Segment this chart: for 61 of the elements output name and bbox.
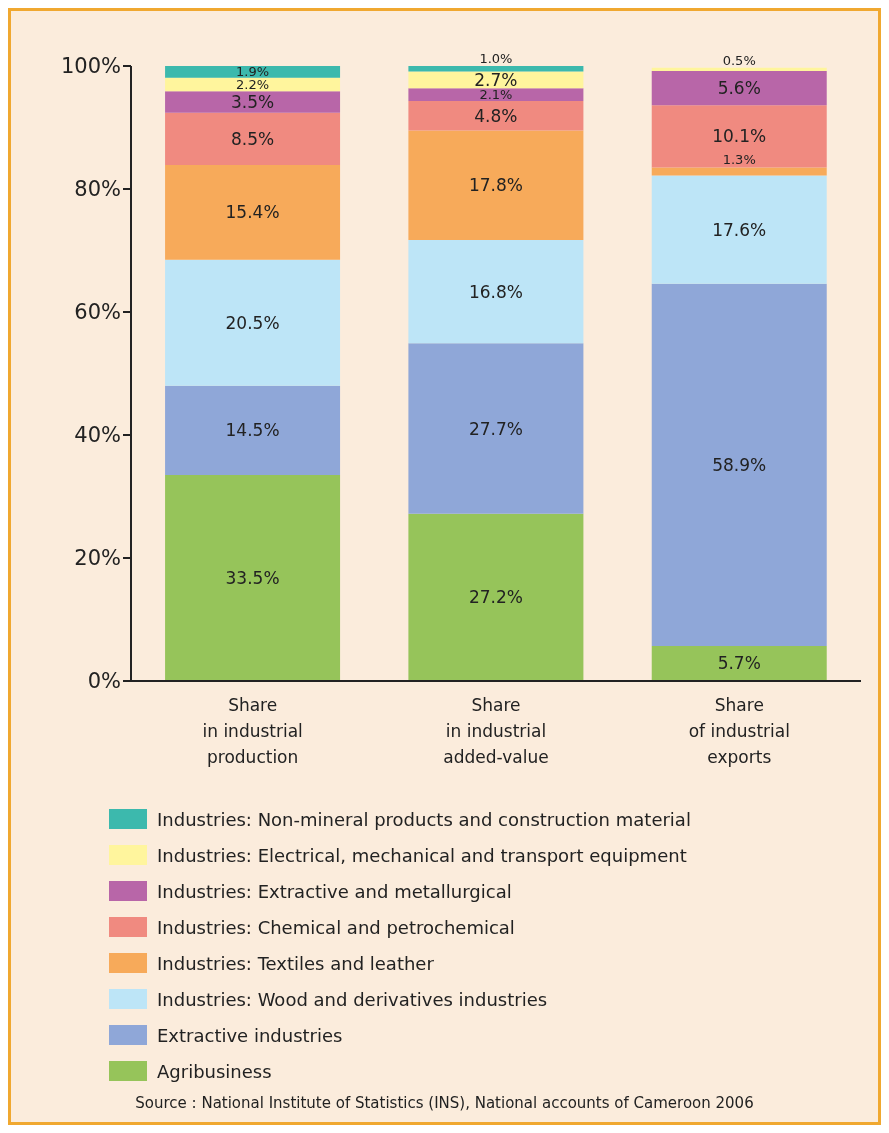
y-tick-label: 80% bbox=[74, 177, 121, 202]
bar bbox=[408, 66, 584, 72]
y-tick-label: 20% bbox=[74, 546, 121, 571]
legend-label: Industries: Non-mineral products and construction material bbox=[157, 808, 691, 830]
data-label: 3.5% bbox=[230, 91, 275, 112]
data-label: 10.1% bbox=[712, 126, 767, 147]
data-label: 20.5% bbox=[225, 312, 280, 333]
bar bbox=[651, 645, 827, 681]
legend-label: Industries: Textiles and leather bbox=[157, 952, 434, 974]
legend-label: Industries: Extractive and metallurgical bbox=[157, 880, 512, 902]
y-tick-label: 0% bbox=[87, 669, 121, 694]
data-label: 14.5% bbox=[225, 420, 280, 441]
data-label: 8.5% bbox=[230, 128, 275, 149]
bar bbox=[651, 70, 827, 106]
bar bbox=[651, 105, 827, 168]
source-note: Source : National Institute of Statistics (INS), National accounts of Cameroon 2006 bbox=[134, 1094, 755, 1112]
legend-label: Extractive industries bbox=[157, 1024, 343, 1046]
data-label: 2.1% bbox=[479, 87, 513, 103]
bar bbox=[408, 101, 584, 131]
y-tick-label: 60% bbox=[74, 300, 121, 325]
bar bbox=[165, 66, 341, 78]
bar bbox=[408, 130, 584, 241]
x-tick-label: Share in industrial production bbox=[202, 695, 303, 767]
legend-label: Industries: Wood and derivatives industries bbox=[157, 988, 548, 1010]
data-label: 16.8% bbox=[468, 281, 523, 302]
bar bbox=[165, 259, 341, 386]
x-tick-label: Share of industrial exports bbox=[688, 695, 790, 767]
y-tick-label: 40% bbox=[74, 423, 121, 448]
data-label: 1.0% bbox=[479, 51, 513, 66]
bar bbox=[408, 240, 584, 344]
bar bbox=[165, 474, 341, 681]
bar bbox=[408, 343, 584, 514]
data-label: 4.8% bbox=[474, 105, 518, 126]
data-label: 17.6% bbox=[712, 219, 767, 240]
data-label: 5.6% bbox=[717, 78, 761, 99]
y-tick-label: 100% bbox=[60, 54, 121, 79]
bar bbox=[165, 112, 341, 166]
bar bbox=[165, 77, 341, 92]
bar bbox=[651, 67, 827, 71]
bar bbox=[651, 283, 827, 646]
data-label: 15.4% bbox=[225, 202, 280, 223]
data-label: 33.5% bbox=[225, 567, 280, 588]
bar bbox=[165, 385, 341, 475]
data-label: 27.2% bbox=[468, 587, 523, 608]
legend-label: Industries: Chemical and petrochemical bbox=[157, 916, 515, 938]
bar bbox=[651, 167, 827, 176]
data-label: 27.7% bbox=[468, 418, 523, 439]
data-label: 1.3% bbox=[722, 152, 756, 168]
data-label: 58.9% bbox=[712, 454, 767, 475]
legend-label: Industries: Electrical, mechanical and transport equipment bbox=[157, 844, 687, 866]
bar bbox=[651, 175, 827, 284]
bar bbox=[408, 513, 584, 681]
bar bbox=[165, 165, 341, 260]
bar bbox=[408, 88, 584, 102]
bar bbox=[165, 91, 341, 113]
data-label: 2.7% bbox=[474, 69, 518, 90]
data-label: 0.5% bbox=[722, 52, 756, 68]
x-tick-label: Share in industrial added-value bbox=[443, 695, 549, 767]
data-label: 17.8% bbox=[468, 175, 523, 196]
legend-label: Agribusiness bbox=[157, 1060, 272, 1082]
data-label: 5.7% bbox=[717, 653, 761, 674]
